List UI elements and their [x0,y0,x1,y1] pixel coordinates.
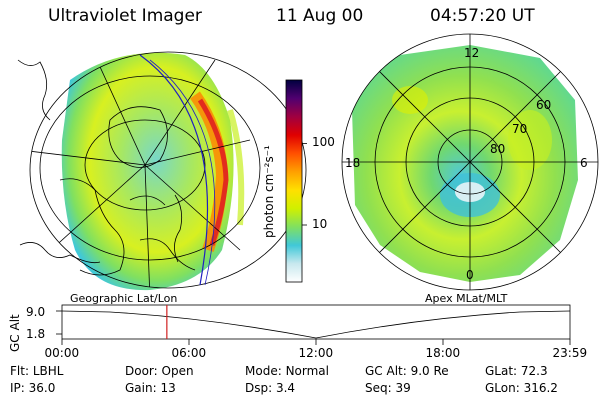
polar-grid [341,33,599,291]
mlt-label-18: 18 [345,156,361,170]
aurora-band-red [197,98,229,246]
status-label: GLon: [485,381,524,395]
status-label: Door: [125,364,162,378]
status-value: Normal [285,364,329,378]
status-label: Dsp: [245,381,276,395]
colorbar-ticks [302,143,307,226]
altitude-x-ticks [61,339,571,345]
altitude-ylabel: GC Alt [8,314,22,352]
app-title: Ultraviolet Imager [48,6,202,26]
status-value: 9.0 Re [410,364,449,378]
date-label: 11 Aug 00 [276,6,364,26]
colorbar-tick-label: 100 [312,135,335,150]
mlat-label-80: 80 [490,142,506,156]
mlt-label-0: 0 [466,268,474,282]
status-value: 13 [160,381,176,395]
terminator-line [139,54,209,286]
coastlines [17,59,196,276]
earth-limb [29,51,307,289]
status-value: Open [161,364,194,378]
status-label: Flt: [10,364,33,378]
aurora-oval-geo [61,52,234,291]
altitude-x-tick-label: 18:00 [425,346,461,360]
mlt-label-6: 6 [580,156,588,170]
altitude-ytick-high: 9.0 [26,305,46,319]
geographic-image [17,51,307,291]
colorbar [285,79,303,283]
altitude-x-tick-label: 00:00 [44,346,80,360]
status-value: 3.4 [275,381,296,395]
altitude-ytick-low: 1.8 [26,327,46,341]
mlat-label-70: 70 [512,122,528,136]
altitude-x-tick-label: 12:00 [298,346,334,360]
status-field: Door: Open [125,364,194,378]
status-field: Dsp: 3.4 [245,381,295,395]
status-field: GC Alt: 9.0 Re [365,364,449,378]
status-value: 36.0 [28,381,56,395]
status-label: Seq: [365,381,396,395]
altitude-x-tick-label: 06:00 [171,346,207,360]
status-label: GC Alt: [365,364,411,378]
status-label: IP: [10,381,29,395]
colorbar-tick-label: 10 [312,217,328,231]
status-field: Seq: 39 [365,381,411,395]
status-value: 316.2 [523,381,558,395]
status-label: Gain: [125,381,161,395]
geo-caption: Geographic Lat/Lon [70,292,178,305]
status-field: Mode: Normal [245,364,329,378]
altitude-curve [61,310,571,339]
status-label: GLat: [485,364,521,378]
status-field: GLat: 72.3 [485,364,548,378]
time-label: 04:57:20 UT [430,6,535,26]
status-field: GLon: 316.2 [485,381,558,395]
altitude-x-tick-label: 23:59 [552,346,588,360]
status-value: LBHL [32,364,64,378]
polar-image [341,33,599,291]
altitude-plot-frame [61,304,571,340]
status-field: Flt: LBHL [10,364,63,378]
mlat-label-60: 60 [536,98,552,112]
status-value: 72.3 [520,364,548,378]
status-value: 39 [395,381,411,395]
polar-caption: Apex MLat/MLT [425,292,508,305]
mlt-label-12: 12 [464,46,480,60]
status-field: IP: 36.0 [10,381,55,395]
status-field: Gain: 13 [125,381,176,395]
status-label: Mode: [245,364,286,378]
colorbar-unit-label: photon cm⁻²s⁻¹ [262,145,276,238]
